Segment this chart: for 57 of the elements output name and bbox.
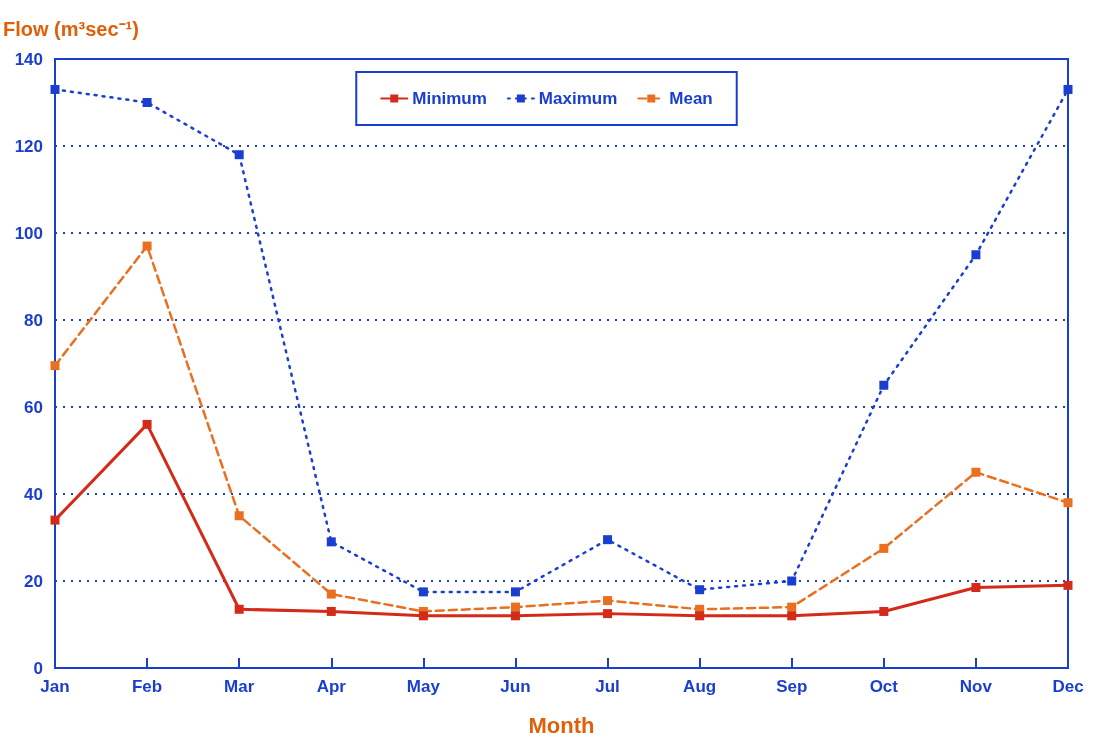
- point: [603, 596, 613, 606]
- point: [510, 587, 520, 597]
- y-tick-label: 140: [14, 49, 43, 69]
- point: [787, 576, 797, 586]
- y-tick-label: 0: [33, 658, 43, 678]
- y-axis-title: Flow (m³sec⁻¹): [3, 18, 139, 40]
- y-tick-label: 40: [24, 484, 43, 504]
- point: [234, 604, 244, 614]
- point: [142, 419, 152, 429]
- point: [142, 241, 152, 251]
- point: [50, 515, 60, 525]
- x-tick-label: Feb: [131, 677, 163, 696]
- point: [326, 537, 336, 547]
- point: [695, 611, 705, 621]
- point: [787, 611, 797, 621]
- point: [50, 84, 60, 94]
- point: [1063, 498, 1073, 508]
- point: [1063, 84, 1073, 94]
- legend-label: Mean: [669, 89, 713, 108]
- point: [879, 606, 889, 616]
- x-tick-label: Apr: [316, 677, 347, 696]
- point: [1063, 580, 1073, 590]
- x-tick-label: May: [406, 677, 441, 696]
- point: [418, 587, 428, 597]
- point: [50, 361, 60, 371]
- y-tick-label: 100: [14, 223, 43, 243]
- x-tick-label: Mar: [224, 677, 255, 696]
- x-tick-label: Jan: [40, 677, 70, 696]
- point: [234, 511, 244, 521]
- point: [879, 543, 889, 553]
- point: [695, 585, 705, 595]
- y-tick-label: 20: [24, 571, 43, 591]
- y-tick-label: 80: [24, 310, 43, 330]
- x-tick-label: Jun: [500, 677, 531, 696]
- point: [326, 606, 336, 616]
- x-tick-label: Sep: [776, 677, 808, 696]
- y-tick-label: 60: [24, 397, 43, 417]
- point: [971, 250, 981, 260]
- point: [326, 589, 336, 599]
- point: [603, 535, 613, 545]
- x-tick-label: Oct: [869, 677, 899, 696]
- legend-label: Minimum: [412, 89, 487, 108]
- point: [879, 380, 889, 390]
- y-tick-label: 120: [14, 136, 43, 156]
- x-tick-label: Dec: [1052, 677, 1084, 696]
- x-tick-label: Nov: [959, 677, 993, 696]
- point: [971, 467, 981, 477]
- point: [971, 583, 981, 593]
- legend-label: Maximum: [538, 89, 618, 108]
- point: [603, 609, 613, 619]
- x-tick-label: Jul: [595, 677, 620, 696]
- point: [510, 611, 520, 621]
- point: [142, 98, 152, 107]
- point: [418, 611, 428, 621]
- point: [234, 150, 244, 160]
- x-tick-label: Aug: [683, 677, 717, 696]
- x-axis-title: Month: [528, 712, 595, 738]
